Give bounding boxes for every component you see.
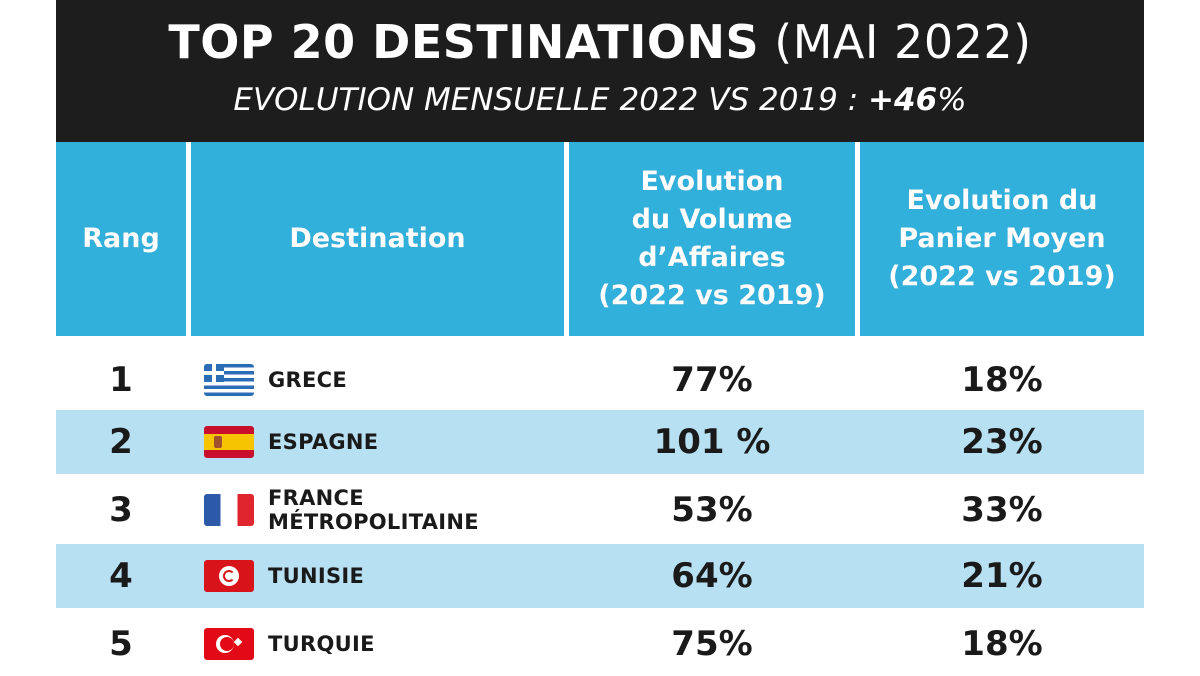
row-volume: 101 %	[653, 422, 771, 462]
header-destination-label: Destination	[289, 223, 466, 254]
title-banner: TOP 20 DESTINATIONS (MAI 2022) EVOLUTION…	[56, 0, 1144, 142]
title-date: (MAI 2022)	[774, 15, 1032, 69]
subtitle-value: +46	[868, 82, 938, 118]
spain-flag-icon	[204, 426, 254, 458]
row-rank: 2	[109, 422, 133, 462]
table-row: 2 ESPAGNE 101 % 23%	[56, 410, 1144, 474]
title-main: TOP 20 DESTINATIONS	[168, 15, 760, 69]
page-subtitle: EVOLUTION MENSUELLE 2022 VS 2019 : +46%	[56, 80, 1144, 120]
row-panier: 18%	[961, 624, 1043, 664]
destination-name: GRECE	[268, 368, 348, 392]
header-destination: Destination	[191, 142, 564, 336]
row-volume: 75%	[671, 624, 753, 664]
header-panier: Evolution du Panier Moyen (2022 vs 2019)	[860, 142, 1144, 336]
turkey-flag-icon	[204, 628, 254, 660]
row-panier: 33%	[961, 490, 1043, 530]
header-volume: Evolution du Volume d’Affaires (2022 vs …	[569, 142, 855, 336]
destination-name: ESPAGNE	[268, 430, 379, 454]
header-panier-line: Evolution du	[906, 185, 1098, 216]
row-volume: 77%	[671, 360, 753, 400]
header-panier-line: Panier Moyen	[898, 223, 1106, 254]
header-volume-line: d’Affaires	[638, 242, 786, 273]
row-panier: 21%	[961, 556, 1043, 596]
header-volume-line: du Volume	[631, 204, 793, 235]
row-destination: TUNISIE	[204, 544, 574, 608]
table-row: 5 TURQUIE 75% 18%	[56, 612, 1144, 676]
row-rank: 5	[109, 624, 133, 664]
page-title: TOP 20 DESTINATIONS (MAI 2022)	[56, 14, 1144, 70]
table-row: 3 FRANCE MÉTROPOLITAINE 53% 33%	[56, 478, 1144, 542]
header-volume-line: (2022 vs 2019)	[598, 280, 826, 311]
row-destination: GRECE	[204, 348, 574, 412]
row-destination: TURQUIE	[204, 612, 574, 676]
destination-name: TURQUIE	[268, 632, 375, 656]
table-row: 1 GRECE 77% 18%	[56, 348, 1144, 412]
table-row: 4 TUNISIE 64% 21%	[56, 544, 1144, 608]
header-panier-line: (2022 vs 2019)	[888, 261, 1116, 292]
header-volume-line: Evolution	[640, 166, 784, 197]
row-rank: 3	[109, 490, 133, 530]
header-rang-label: Rang	[82, 223, 160, 254]
table-header: Rang Destination Evolution du Volume d’A…	[56, 142, 1144, 338]
row-rank: 4	[109, 556, 133, 596]
subtitle-unit: %	[937, 82, 967, 118]
row-destination: ESPAGNE	[204, 410, 574, 474]
header-rang: Rang	[56, 142, 186, 336]
france-flag-icon	[204, 494, 254, 526]
row-panier: 18%	[961, 360, 1043, 400]
row-panier: 23%	[961, 422, 1043, 462]
row-rank: 1	[109, 360, 133, 400]
destination-name: TUNISIE	[268, 564, 365, 588]
greece-flag-icon	[204, 364, 254, 396]
row-destination: FRANCE MÉTROPOLITAINE	[204, 478, 574, 542]
row-volume: 64%	[671, 556, 753, 596]
tunisia-flag-icon	[204, 560, 254, 592]
destination-name: FRANCE MÉTROPOLITAINE	[268, 486, 479, 534]
row-volume: 53%	[671, 490, 753, 530]
subtitle-text: EVOLUTION MENSUELLE 2022 VS 2019 :	[233, 82, 859, 118]
